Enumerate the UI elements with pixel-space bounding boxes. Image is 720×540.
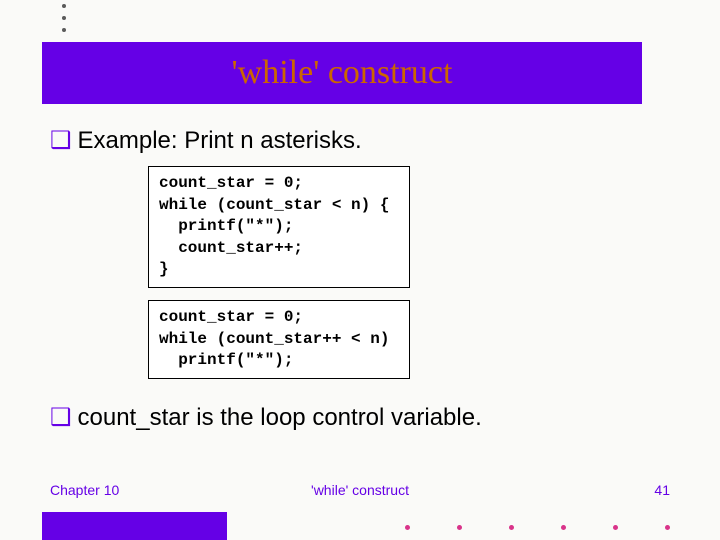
dot — [457, 525, 462, 530]
dot — [405, 525, 410, 530]
code-block: count_star = 0; while (count_star < n) {… — [148, 166, 410, 288]
code-block: count_star = 0; while (count_star++ < n)… — [148, 300, 410, 379]
bullet-text: Example: Print n asterisks. — [78, 128, 362, 154]
dot — [561, 525, 566, 530]
footer-page-number: 41 — [654, 482, 670, 498]
dot — [62, 16, 66, 20]
dot — [665, 525, 670, 530]
decorative-bottom-dots — [405, 525, 670, 530]
bullet-item: ❑ count_star is the loop control variabl… — [50, 405, 482, 431]
dot — [509, 525, 514, 530]
dot — [613, 525, 618, 530]
footer-chapter: Chapter 10 — [50, 482, 119, 498]
decorative-bottom-block — [42, 512, 227, 540]
dot — [62, 28, 66, 32]
slide-footer: Chapter 10 'while' construct 41 — [50, 482, 670, 498]
slide-title: 'while' construct — [232, 54, 453, 92]
bullet-text: count_star is the loop control variable. — [78, 405, 482, 431]
footer-title: 'while' construct — [311, 482, 409, 498]
title-banner: 'while' construct — [42, 42, 642, 104]
dot — [62, 4, 66, 8]
bullet-marker-icon: ❑ — [50, 128, 72, 154]
bullet-marker-icon: ❑ — [50, 405, 72, 431]
decorative-top-dots — [62, 4, 66, 32]
bullet-item: ❑ Example: Print n asterisks. — [50, 128, 362, 154]
